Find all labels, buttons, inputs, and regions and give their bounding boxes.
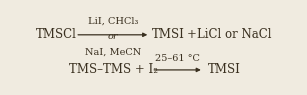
Text: TMSCl: TMSCl (36, 28, 77, 41)
Text: TMSI: TMSI (208, 63, 240, 76)
Text: LiI, CHCl₃: LiI, CHCl₃ (88, 16, 138, 25)
Text: TMS–TMS + I₂: TMS–TMS + I₂ (69, 63, 158, 76)
Text: +: + (187, 28, 197, 41)
Text: TMSI: TMSI (152, 28, 185, 41)
Text: NaI, MeCN: NaI, MeCN (85, 48, 142, 57)
Text: or: or (108, 32, 119, 41)
Text: LiCl or NaCl: LiCl or NaCl (197, 28, 272, 41)
Text: 25–61 °C: 25–61 °C (155, 54, 200, 63)
